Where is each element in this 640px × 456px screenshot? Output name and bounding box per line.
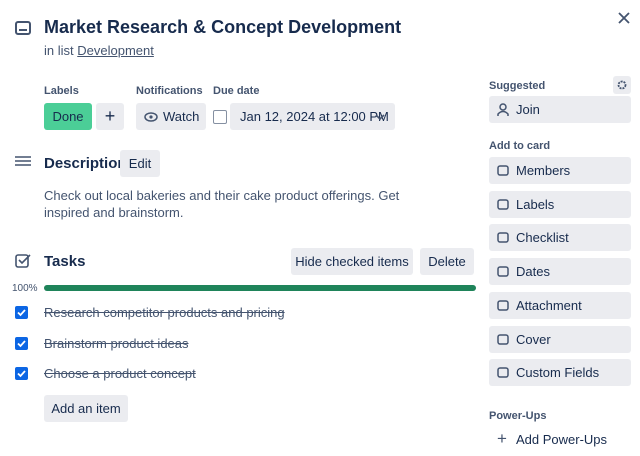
action-button[interactable]: Cover xyxy=(489,325,631,353)
settings-button[interactable] xyxy=(613,76,631,94)
watch-button[interactable]: Watch xyxy=(136,103,206,130)
item-checkbox[interactable] xyxy=(15,306,28,319)
add-to-card-heading: Add to card xyxy=(489,140,551,152)
action-label: Cover xyxy=(516,331,551,347)
action-label: Checklist xyxy=(516,230,569,246)
action-button[interactable]: Checklist xyxy=(489,224,631,252)
due-date-heading: Due date xyxy=(213,85,260,97)
add-item-button[interactable]: Add an item xyxy=(44,395,128,422)
action-label: Custom Fields xyxy=(516,365,600,381)
suggested-heading: Suggested xyxy=(489,80,546,92)
action-label: Labels xyxy=(516,196,555,212)
checklist-heading: Tasks xyxy=(44,253,86,270)
close-button[interactable] xyxy=(618,12,630,24)
due-date-value: Jan 12, 2024 at 12:00 PM xyxy=(240,109,389,124)
list-prefix: in list xyxy=(44,43,74,58)
action-label: Dates xyxy=(516,264,550,280)
add-label-button[interactable]: + xyxy=(96,103,124,130)
add-power-ups-button[interactable]: + Add Power-Ups xyxy=(497,429,608,448)
description-heading: Description xyxy=(44,155,127,172)
edit-button[interactable]: Edit xyxy=(120,150,160,177)
labels-heading: Labels xyxy=(44,85,79,97)
due-date-button[interactable]: Jan 12, 2024 at 12:00 PM xyxy=(230,103,395,130)
checklist-item: Research competitor products and pricing xyxy=(44,305,285,320)
action-button[interactable]: Dates xyxy=(489,258,631,286)
item-checkbox[interactable] xyxy=(15,367,28,380)
join-button[interactable]: Join xyxy=(489,96,631,123)
due-checkbox[interactable] xyxy=(213,110,227,124)
progress-label: 100% xyxy=(12,283,38,294)
checklist-item: Brainstorm product ideas xyxy=(44,335,189,351)
action-button[interactable]: Custom Fields xyxy=(489,359,631,387)
hide-checked-button[interactable]: Hide checked items xyxy=(291,248,413,275)
delete-button[interactable]: Delete xyxy=(420,248,474,275)
watch-label: Watch xyxy=(163,109,200,124)
action-button[interactable]: Labels xyxy=(489,190,631,218)
list-link[interactable]: Development xyxy=(77,43,154,58)
join-label: Join xyxy=(516,102,540,117)
power-ups-heading: Power-Ups xyxy=(489,410,547,422)
add-power-ups-label: Add Power-Ups xyxy=(516,432,608,447)
checklist-icon xyxy=(15,254,31,268)
list-info: in list Development xyxy=(44,43,154,58)
action-button[interactable]: Members xyxy=(489,157,631,184)
label-chip[interactable]: Done xyxy=(44,103,92,130)
action-label: Attachment xyxy=(516,297,582,313)
description-text: Check out local bakeries and their cake … xyxy=(44,188,400,220)
checklist-item: Choose a product concept xyxy=(44,366,196,381)
notifications-heading: Notifications xyxy=(136,85,203,97)
card-icon xyxy=(15,21,31,35)
card-title: Market Research & Concept Development xyxy=(44,17,402,37)
description-icon xyxy=(15,156,31,166)
item-checkbox[interactable] xyxy=(15,336,28,350)
action-label: Members xyxy=(516,163,571,178)
progress-track xyxy=(44,285,476,291)
progress-bar xyxy=(44,285,476,291)
action-button[interactable]: Attachment xyxy=(489,291,631,319)
